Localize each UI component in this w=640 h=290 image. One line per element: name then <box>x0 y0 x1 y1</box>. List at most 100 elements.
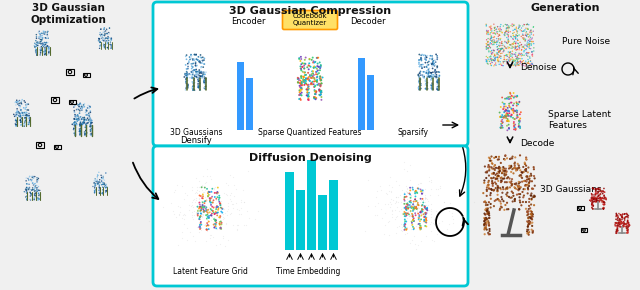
Point <box>501 46 511 50</box>
Point <box>524 222 534 226</box>
Point <box>519 45 529 50</box>
Point <box>383 202 393 207</box>
Point <box>506 57 516 61</box>
Point <box>405 210 415 215</box>
Point <box>195 84 205 88</box>
Point <box>591 200 602 204</box>
Point <box>204 232 214 237</box>
Point <box>102 32 113 37</box>
Point <box>408 200 418 205</box>
Point <box>416 58 426 63</box>
Point <box>185 230 195 234</box>
Point <box>488 171 499 176</box>
Point <box>188 204 198 209</box>
Point <box>196 211 206 216</box>
Point <box>511 26 522 30</box>
Point <box>479 216 490 220</box>
Point <box>35 51 45 55</box>
Point <box>499 55 509 59</box>
Point <box>198 194 208 199</box>
Point <box>435 185 445 190</box>
Point <box>415 226 426 231</box>
Point <box>611 212 621 217</box>
Point <box>94 188 104 193</box>
Point <box>304 94 314 99</box>
Point <box>15 118 26 123</box>
Point <box>406 209 416 213</box>
Point <box>295 87 305 92</box>
Point <box>507 63 517 67</box>
Point <box>510 46 520 50</box>
Point <box>496 29 506 34</box>
Point <box>236 211 246 216</box>
Point <box>399 228 410 232</box>
Point <box>589 195 599 200</box>
Point <box>427 85 437 89</box>
Point <box>486 56 496 61</box>
Point <box>25 116 35 120</box>
Point <box>196 70 207 75</box>
Point <box>309 60 319 65</box>
Point <box>100 188 111 193</box>
Point <box>612 216 623 221</box>
Point <box>423 71 433 76</box>
Point <box>15 111 26 116</box>
Point <box>296 86 307 90</box>
Point <box>195 215 205 220</box>
Point <box>209 198 219 203</box>
Point <box>200 181 210 186</box>
Point <box>481 45 492 50</box>
Point <box>512 55 522 59</box>
Point <box>525 55 535 59</box>
Point <box>104 38 114 43</box>
Point <box>32 185 42 190</box>
Point <box>209 194 220 199</box>
Point <box>42 44 52 49</box>
Point <box>312 82 323 87</box>
Point <box>223 207 233 211</box>
Point <box>410 213 420 218</box>
Point <box>11 113 21 118</box>
Point <box>522 231 532 236</box>
Point <box>11 110 21 115</box>
Point <box>36 44 47 49</box>
Point <box>311 72 321 77</box>
Point <box>383 220 393 224</box>
Point <box>490 39 500 43</box>
Point <box>200 185 210 190</box>
Point <box>500 154 510 158</box>
Point <box>618 212 628 216</box>
Point <box>481 221 491 225</box>
Point <box>420 60 431 65</box>
Point <box>405 241 415 245</box>
Point <box>199 81 209 85</box>
Point <box>506 93 516 98</box>
Point <box>485 158 495 163</box>
Point <box>419 219 429 224</box>
Point <box>181 79 191 84</box>
Point <box>15 113 26 118</box>
Point <box>193 74 204 79</box>
Point <box>516 47 527 52</box>
Point <box>612 229 623 234</box>
Point <box>622 223 632 228</box>
Point <box>598 202 609 207</box>
Point <box>420 216 431 221</box>
Point <box>29 182 40 186</box>
Point <box>227 202 237 206</box>
Point <box>623 222 634 226</box>
Point <box>506 43 516 47</box>
Point <box>439 200 449 204</box>
Point <box>402 205 412 209</box>
Point <box>311 79 321 83</box>
Point <box>38 43 48 48</box>
Point <box>209 191 219 195</box>
Point <box>480 217 490 222</box>
Point <box>422 86 433 91</box>
Point <box>220 211 230 215</box>
Point <box>503 39 513 43</box>
Point <box>508 42 518 46</box>
Point <box>422 215 432 220</box>
Point <box>509 125 520 130</box>
Point <box>514 207 524 211</box>
